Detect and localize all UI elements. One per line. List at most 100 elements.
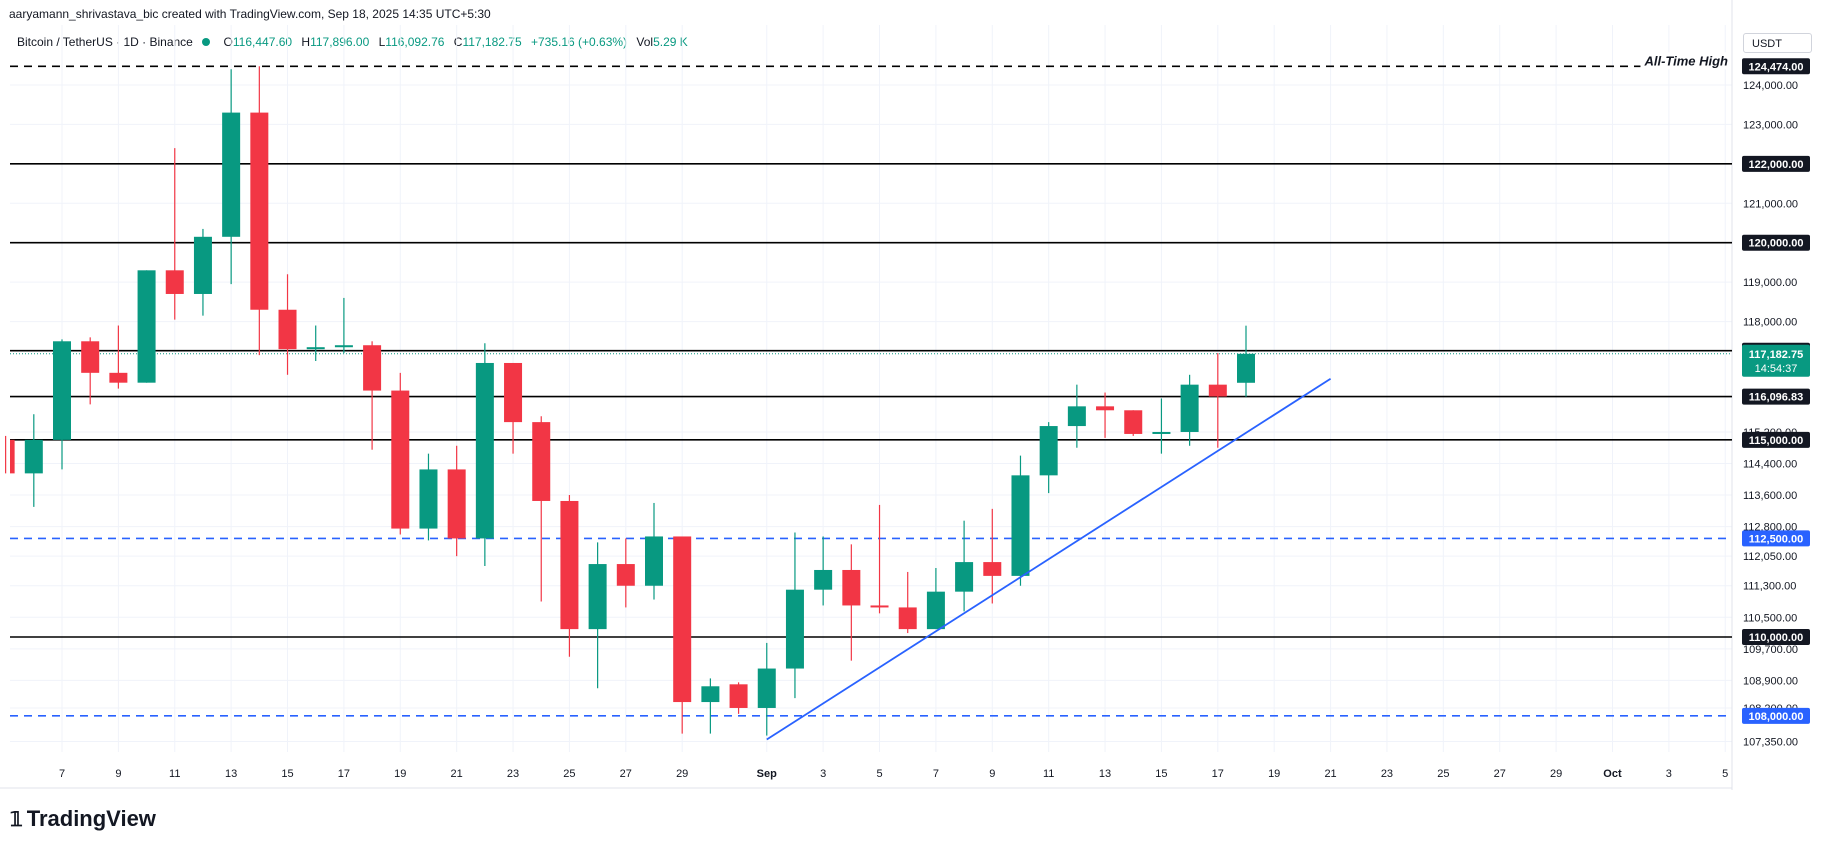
current-price-text: 117,182.75 — [1749, 349, 1803, 361]
candle-body — [870, 605, 889, 608]
candle-body — [1011, 475, 1030, 576]
change-value: +735.16 (+0.63%) — [530, 35, 628, 49]
candle-body — [757, 668, 776, 708]
candle-body — [447, 469, 466, 539]
price-axis-label: 111,300.00 — [1743, 581, 1796, 593]
time-axis-label: 15 — [281, 768, 293, 780]
candle-body — [955, 562, 974, 592]
time-axis-label: Oct — [1603, 768, 1622, 780]
candle-body — [391, 390, 410, 529]
candle-body — [363, 345, 382, 391]
level-price-badge-text: 124,474.00 — [1748, 61, 1803, 73]
level-price-badge — [1742, 629, 1810, 645]
tradingview-logo-text: TradingView — [26, 806, 156, 831]
time-axis-label: Sep — [757, 768, 777, 780]
candle-body — [645, 536, 663, 586]
time-axis-label: 29 — [676, 768, 688, 780]
candle-body — [785, 589, 804, 669]
candle-body — [588, 564, 607, 630]
low-label: L — [378, 35, 386, 49]
level-price-badge-text: 120,000.00 — [1748, 238, 1803, 250]
open-label: O — [223, 35, 233, 49]
time-axis-label: 9 — [115, 768, 121, 780]
candle-body — [1067, 406, 1086, 427]
high-value: 117,896.00 — [310, 35, 370, 49]
candle-body — [419, 469, 438, 529]
level-price-badge — [1742, 388, 1810, 405]
candle-body — [1237, 353, 1255, 383]
candle-body — [193, 236, 212, 294]
candle-body — [1152, 431, 1171, 434]
candle-body — [1039, 426, 1058, 476]
level-price-badge — [1742, 707, 1810, 724]
price-axis-label: 119,000.00 — [1743, 277, 1797, 289]
price-axis-label: 121,000.00 — [1743, 198, 1798, 210]
candle-body — [137, 270, 156, 383]
candle-body — [532, 422, 551, 501]
symbol-name[interactable]: Bitcoin / TetherUS · 1D · Binance — [17, 35, 193, 49]
high-label: H — [301, 35, 311, 49]
candle-body — [983, 562, 1002, 576]
level-price-badge — [1742, 155, 1810, 172]
time-axis-label: 3 — [820, 768, 826, 780]
market-status-dot — [202, 38, 211, 46]
level-price-badge — [1742, 58, 1810, 75]
candle-body — [673, 536, 692, 703]
candle-body — [1124, 410, 1143, 434]
time-axis-label: 29 — [1550, 768, 1562, 780]
candle-body — [729, 684, 748, 708]
all-time-high-annotation: All-Time High — [1643, 53, 1728, 68]
price-axis-label: 114,400.00 — [1743, 459, 1797, 471]
level-price-badge-text: 115,000.00 — [1749, 435, 1803, 447]
close-label: C — [453, 35, 463, 49]
level-price-badge — [1742, 530, 1810, 547]
price-axis-label: 118,000.00 — [1743, 317, 1797, 329]
time-axis-label: 5 — [1722, 768, 1728, 780]
tradingview-logo-icon: 𝟙 — [10, 808, 23, 831]
candle-body — [250, 112, 269, 310]
candle-body — [81, 341, 100, 373]
level-price-badge-text: 112,500.00 — [1749, 533, 1803, 545]
open-value: 116,447.60 — [232, 35, 293, 49]
currency-selector[interactable]: USDT — [1743, 33, 1812, 53]
time-axis-label: 17 — [1212, 768, 1224, 780]
price-axis-label: 123,000.00 — [1743, 119, 1798, 131]
level-price-badge-text: 110,000.00 — [1749, 632, 1803, 644]
time-axis-label: 9 — [989, 768, 995, 780]
candle-body — [926, 591, 945, 630]
chart-credit: aaryamann_shrivastava_bic created with T… — [9, 7, 491, 21]
time-axis-label: 13 — [225, 768, 237, 780]
candle-body — [898, 607, 917, 630]
time-axis-label: 11 — [1043, 768, 1054, 780]
time-axis-label: 15 — [1155, 768, 1167, 780]
time-axis-label: 5 — [876, 768, 882, 780]
price-axis-label: 109,700.00 — [1743, 644, 1798, 656]
time-axis-label: 17 — [338, 768, 350, 780]
annotation-backdrop — [1640, 52, 1732, 70]
candle-body — [109, 372, 128, 383]
candle-body — [10, 439, 15, 474]
candle-body — [475, 362, 494, 539]
time-axis-label: 7 — [59, 768, 65, 780]
time-axis-label: 21 — [451, 768, 463, 780]
candle-body — [334, 345, 353, 348]
trendline — [766, 377, 1332, 741]
time-axis-label: 21 — [1324, 768, 1336, 780]
time-axis-label: 19 — [394, 768, 406, 780]
price-axis-label: 110,500.00 — [1743, 612, 1797, 624]
volume-value: 5.29 K — [653, 35, 688, 49]
candle-body — [53, 341, 71, 440]
time-axis-label: 27 — [620, 768, 632, 780]
candle-body — [222, 112, 241, 237]
price-axis-label: 124,000.00 — [1743, 80, 1798, 92]
level-price-badge-text: 122,000.00 — [1748, 159, 1803, 171]
price-axis-label: 112,050.00 — [1743, 551, 1797, 563]
symbol-legend: Bitcoin / TetherUS · 1D · Binance O116,4… — [17, 35, 688, 49]
time-axis-label: 27 — [1494, 768, 1506, 780]
current-price-badge — [1742, 344, 1810, 377]
candle-body — [616, 564, 635, 586]
candle-body — [560, 500, 579, 630]
price-axis-label: 107,350.00 — [1743, 736, 1798, 748]
level-price-badge — [1742, 234, 1810, 251]
